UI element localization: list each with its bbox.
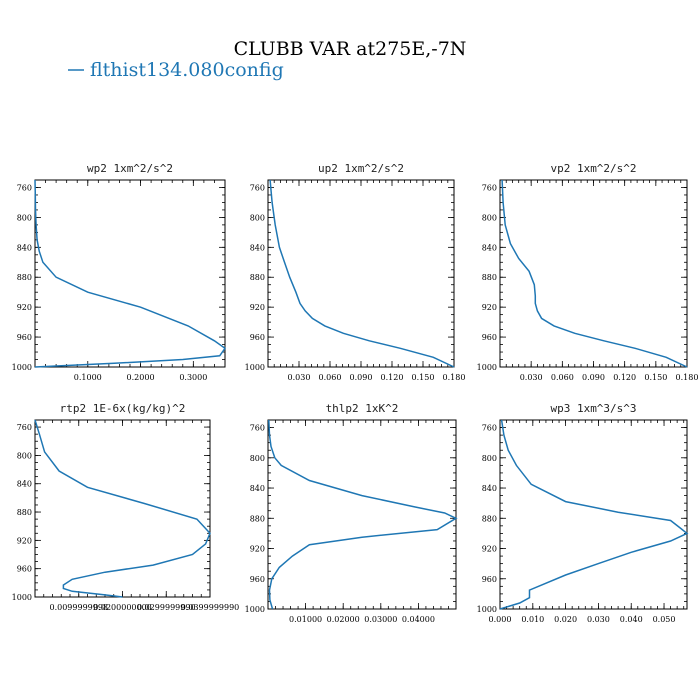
subplot-3: vp2 1xm^2/s^2 760 800 840 880 920 960 1000 0.030… — [477, 162, 699, 382]
x-tick-label: 0.0099999998 — [49, 603, 108, 612]
y-tick-label: 960 — [482, 333, 497, 342]
y-tick-label: 840 — [17, 480, 32, 489]
x-tick-label: 0.2000 — [127, 373, 155, 382]
x-tick-label: 0.0299999990 — [137, 603, 196, 612]
subplot-1: wp2 1xm^2/s^2 760 800 840 880 920 960 1000 0.100… — [12, 162, 227, 382]
y-tick-label: 880 — [250, 273, 265, 282]
y-tick-label: 840 — [250, 484, 265, 493]
y-tick-label: 960 — [17, 565, 32, 574]
x-tick-label: 0.030 — [288, 373, 311, 382]
y-tick-label: 920 — [17, 303, 32, 312]
x-tick-label: 0.180 — [676, 373, 699, 382]
y-tick-label: 920 — [482, 545, 497, 554]
subplot-title: wp2 1xm^2/s^2 — [87, 162, 173, 175]
subplot-2: up2 1xm^2/s^2 760 800 840 880 920 960 1000 0.030… — [245, 162, 466, 382]
y-tick-label: 1000 — [245, 605, 265, 614]
subplot-6: wp3 1xm^3/s^3 760 800 840 880 920 960 10000.000… — [477, 402, 689, 624]
x-tick-label: 0.010 — [521, 615, 544, 624]
y-tick-label: 920 — [250, 303, 265, 312]
subplot-4: rtp2 1E-6x(kg/kg)^2 760 800 840 880 920 960 100… — [12, 402, 240, 612]
y-tick-label: 880 — [17, 273, 32, 282]
x-tick-label: 0.030 — [520, 373, 543, 382]
series-line — [269, 179, 455, 368]
subplot-grid: wp2 1xm^2/s^2 760 800 840 880 920 960 1000 0.100… — [12, 162, 699, 624]
y-tick-label: 880 — [250, 514, 265, 523]
y-tick-label: 760 — [482, 424, 497, 433]
x-tick-label: 0.090 — [582, 373, 605, 382]
x-tick-label: 0.000 — [489, 615, 512, 624]
x-tick-label: 0.180 — [443, 373, 466, 382]
y-tick-label: 960 — [482, 575, 497, 584]
x-tick-label: 0.0200000000 — [93, 603, 152, 612]
y-tick-label: 1000 — [12, 593, 32, 602]
x-tick-label: 0.04000 — [402, 615, 435, 624]
y-tick-label: 1000 — [477, 605, 497, 614]
y-tick-label: 840 — [17, 243, 32, 252]
x-tick-label: 0.060 — [551, 373, 574, 382]
y-tick-label: 1000 — [245, 363, 265, 372]
x-tick-label: 0.0399999990 — [181, 603, 240, 612]
y-tick-label: 800 — [250, 213, 265, 222]
x-tick-label: 0.020 — [554, 615, 577, 624]
x-tick-label: 0.040 — [620, 615, 643, 624]
x-tick-label: 0.090 — [350, 373, 373, 382]
x-tick-label: 0.150 — [412, 373, 435, 382]
y-tick-label: 1000 — [477, 363, 497, 372]
x-tick-label: 0.150 — [644, 373, 667, 382]
y-tick-label: 920 — [17, 536, 32, 545]
legend-label: flthist134.080config — [90, 59, 284, 81]
series-line — [34, 419, 211, 598]
y-tick-label: 840 — [250, 243, 265, 252]
y-tick-label: 840 — [482, 243, 497, 252]
subplot-title: rtp2 1E-6x(kg/kg)^2 — [60, 402, 186, 415]
y-tick-label: 760 — [250, 183, 265, 192]
y-tick-label: 800 — [482, 454, 497, 463]
y-tick-label: 880 — [482, 273, 497, 282]
y-tick-label: 760 — [17, 183, 32, 192]
subplot-title: vp2 1xm^2/s^2 — [550, 162, 636, 175]
y-tick-label: 760 — [250, 424, 265, 433]
x-tick-label: 0.02000 — [327, 615, 360, 624]
y-tick-label: 1000 — [12, 363, 32, 372]
y-tick-label: 800 — [17, 451, 32, 460]
subplot-5: thlp2 1xK^2 760 800 840 880 920 960 1000 0.01000… — [245, 402, 458, 624]
x-tick-label: 0.120 — [381, 373, 404, 382]
x-tick-label: 0.120 — [613, 373, 636, 382]
legend: flthist134.080config — [68, 59, 284, 81]
y-tick-label: 760 — [17, 423, 32, 432]
y-tick-label: 800 — [250, 454, 265, 463]
series-line — [501, 179, 688, 368]
subplot-title: thlp2 1xK^2 — [326, 402, 399, 415]
y-tick-label: 920 — [482, 303, 497, 312]
series-line — [268, 419, 458, 610]
plot-frame — [34, 419, 211, 598]
x-tick-label: 0.01000 — [289, 615, 322, 624]
figure-title: CLUBB VAR at275E,-7N — [234, 38, 467, 60]
y-tick-label: 920 — [250, 545, 265, 554]
x-tick-label: 0.3000 — [179, 373, 207, 382]
y-tick-label: 960 — [250, 575, 265, 584]
x-tick-label: 0.060 — [319, 373, 342, 382]
y-tick-label: 840 — [482, 484, 497, 493]
plot-frame — [499, 179, 688, 368]
y-tick-label: 880 — [482, 514, 497, 523]
y-tick-label: 960 — [250, 333, 265, 342]
x-tick-label: 0.1000 — [74, 373, 102, 382]
y-tick-label: 800 — [17, 213, 32, 222]
y-tick-label: 960 — [17, 333, 32, 342]
y-tick-label: 880 — [17, 508, 32, 517]
x-tick-label: 0.030 — [587, 615, 610, 624]
subplot-title: up2 1xm^2/s^2 — [318, 162, 404, 175]
y-tick-label: 800 — [482, 213, 497, 222]
series-line — [499, 419, 689, 610]
plot-frame — [34, 179, 226, 368]
subplot-title: wp3 1xm^3/s^3 — [550, 402, 636, 415]
x-tick-label: 0.03000 — [364, 615, 397, 624]
y-tick-label: 760 — [482, 183, 497, 192]
x-tick-label: 0.050 — [653, 615, 676, 624]
plot-frame — [267, 419, 457, 610]
plot-frame — [499, 419, 688, 610]
series-line — [34, 179, 227, 368]
